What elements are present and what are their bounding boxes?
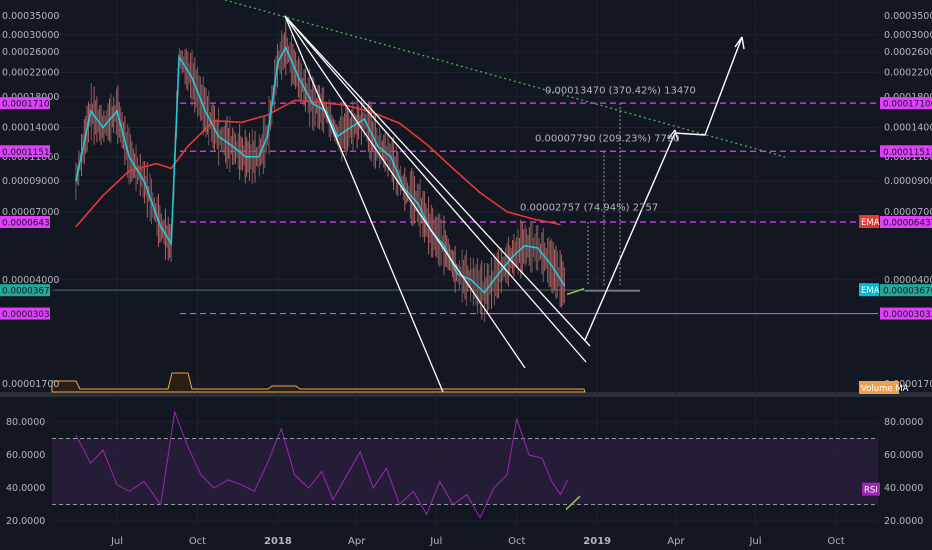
y-tick-label-right: 0.00004000 xyxy=(884,275,932,286)
x-tick-label: Oct xyxy=(189,536,206,547)
price-series xyxy=(51,19,586,519)
divergence-rsi xyxy=(565,495,581,511)
rsi-line xyxy=(75,410,568,519)
wedge-trendline[interactable] xyxy=(284,15,526,369)
level-tag-left-text: 0.00003676 xyxy=(2,287,56,297)
indicator-badge-text: EMA xyxy=(861,286,880,296)
chart-text: Jul Oct 2018 Apr Jul Oct 2019 Apr Jul Oct 0.000350… xyxy=(0,11,932,547)
rsi-tick-label-right: 80.0000 xyxy=(884,417,923,428)
x-tick-label: 2019 xyxy=(583,536,611,547)
indicator-badge-text: Volume MA xyxy=(861,384,909,394)
level-tag-left xyxy=(0,216,50,229)
indicator-badge xyxy=(859,215,879,229)
ema-cyan-line xyxy=(75,45,566,294)
level-tag-left-text: 0.00017106 xyxy=(2,100,56,110)
level-tag-right-text: 0.00006437 xyxy=(883,219,932,229)
rsi-tick-label-left: 60.0000 xyxy=(6,450,45,461)
y-tick-label-right: 0.00022000 xyxy=(884,67,932,78)
y-tick-label-left: 0.00026000 xyxy=(2,47,59,58)
rsi-tick-label-left: 20.0000 xyxy=(6,516,45,527)
level-tag-left-text: 0.00006437 xyxy=(2,219,55,229)
level-tag-left xyxy=(0,284,50,297)
rsi-tick-label-right: 20.0000 xyxy=(884,516,923,527)
arrow-head xyxy=(667,129,679,142)
measurement-label: 0.00002757 (74.94%) 2757 xyxy=(520,203,658,214)
level-tag-right xyxy=(880,145,932,158)
pane-divider xyxy=(0,392,932,397)
rsi-band xyxy=(52,438,878,505)
arrow-head xyxy=(734,36,745,50)
y-tick-label-left: 0.00009000 xyxy=(2,176,59,187)
indicator-badge-text: EMA xyxy=(861,218,880,228)
y-tick-label-left: 0.00001700 xyxy=(2,379,59,390)
wedge-trendline[interactable] xyxy=(284,15,587,363)
x-tick-label: Apr xyxy=(667,536,685,547)
level-tag-right xyxy=(880,307,932,320)
x-tick-label: Apr xyxy=(348,536,366,547)
level-tag-right-text: 0.00003676 xyxy=(883,287,932,297)
level-tag-right-text: 0.00017106 xyxy=(883,100,932,110)
rsi-tick-label-left: 80.0000 xyxy=(6,417,45,428)
x-tick-label: Jul xyxy=(429,536,442,547)
x-tick-label: Oct xyxy=(508,536,525,547)
level-tag-right xyxy=(880,216,932,229)
y-tick-label-right: 0.00001700 xyxy=(884,379,932,390)
x-tick-label: Oct xyxy=(827,536,844,547)
indicator-badge xyxy=(859,381,899,394)
level-tag-left xyxy=(0,97,50,110)
y-tick-label-left: 0.00030000 xyxy=(2,30,59,41)
divergence-price xyxy=(566,287,585,296)
y-tick-label-left: 0.00007000 xyxy=(2,207,59,218)
y-tick-label-right: 0.00030000 xyxy=(884,30,932,41)
level-tag-right-text: 0.00011513 xyxy=(883,148,932,158)
wedge-trendline[interactable] xyxy=(284,15,591,347)
y-tick-label-right: 0.00009000 xyxy=(884,176,932,187)
y-tick-label-left: 0.00011000 xyxy=(2,152,59,163)
y-tick-label-right: 0.00026000 xyxy=(884,47,932,58)
x-tick-label: Jul xyxy=(748,536,761,547)
x-tick-label: Jul xyxy=(110,536,123,547)
wedge-trendline[interactable] xyxy=(284,15,444,393)
level-tag-right-text: 0.00003033 xyxy=(883,310,932,320)
indicator-badge xyxy=(859,283,879,297)
y-tick-label-left: 0.00022000 xyxy=(2,67,59,78)
measurement-label: 0.00013470 (370.42%) 13470 xyxy=(545,85,696,96)
trendline-drawings[interactable] xyxy=(224,0,786,511)
y-tick-label-left: 0.00035000 xyxy=(2,11,59,22)
level-tag-left xyxy=(0,145,50,158)
level-tag-right xyxy=(880,97,932,110)
y-tick-label-right: 0.00035000 xyxy=(884,11,932,22)
y-tick-label-left: 0.00014000 xyxy=(2,122,59,133)
volume-area xyxy=(51,372,586,393)
ema-red-line xyxy=(75,99,561,228)
y-tick-label-right: 0.00014000 xyxy=(884,122,932,133)
x-tick-label: 2018 xyxy=(264,536,292,547)
level-tag-left-text: 0.00003033 xyxy=(2,310,55,320)
rsi-badge-text: RSI xyxy=(864,486,878,496)
horizontal-levels xyxy=(52,102,878,505)
rsi-tick-label-right: 40.0000 xyxy=(884,483,923,494)
y-tick-label-right: 0.00011000 xyxy=(884,152,932,163)
rsi-badge xyxy=(862,482,880,496)
y-tick-label-right: 0.00007000 xyxy=(884,207,932,218)
level-tag-left-text: 0.00011513 xyxy=(2,148,55,158)
level-tag-left xyxy=(0,307,50,320)
rsi-tick-label-left: 40.0000 xyxy=(6,483,45,494)
measurement-label: 0.00007790 (209.23%) 7790 xyxy=(535,133,680,144)
level-tag-right xyxy=(880,284,932,297)
long-resistance-line[interactable] xyxy=(224,0,786,158)
projection-arrow[interactable] xyxy=(584,36,743,341)
rsi-tick-label-right: 60.0000 xyxy=(884,450,923,461)
y-tick-label-left: 0.00004000 xyxy=(2,275,59,286)
